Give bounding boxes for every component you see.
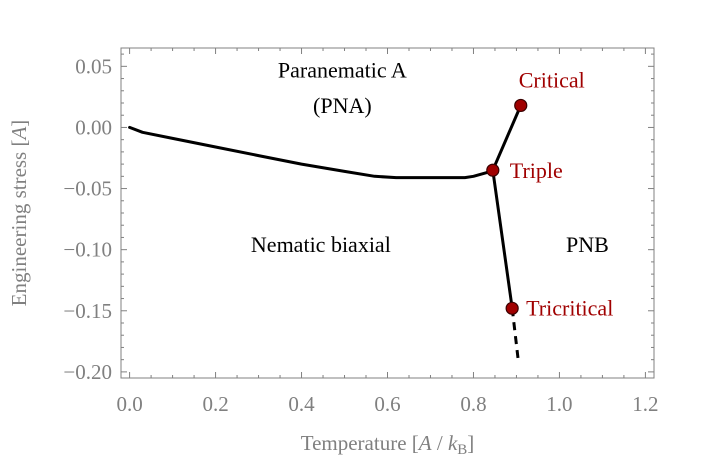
phase-boundary-line <box>491 103 523 172</box>
region-label: Paranematic A <box>278 57 407 82</box>
region-label: (PNA) <box>313 93 372 118</box>
phase-boundary-line <box>128 125 495 180</box>
y-tick-label: 0.00 <box>75 115 112 139</box>
special-points: Critical Triple Tricritical <box>486 67 613 320</box>
axis-tick-labels: 0.0 0.2 0.4 0.6 0.8 1.0 1.2 0.05 0.00 −0.05 −0.10 −… <box>63 54 658 416</box>
y-axis-title: Engineering stress [A] <box>7 120 31 307</box>
x-axis-title: Temperature [A / kB] <box>301 431 475 458</box>
region-labels: Paranematic A (PNA) Nematic biaxial PNB <box>251 57 609 257</box>
phase-boundaries <box>128 103 523 364</box>
tricritical-point-marker <box>505 301 519 315</box>
triple-point-label: Triple <box>510 158 563 183</box>
y-tick-label: −0.05 <box>63 177 112 201</box>
region-label: Nematic biaxial <box>251 232 391 257</box>
x-tick-label: 0.2 <box>202 392 228 416</box>
triple-point-marker <box>486 163 500 177</box>
tricritical-point-label: Tricritical <box>526 295 613 320</box>
x-tick-label: 1.0 <box>546 392 572 416</box>
y-tick-label: −0.15 <box>63 299 112 323</box>
phase-boundary-dashed <box>510 308 521 364</box>
y-tick-label: 0.05 <box>75 54 112 78</box>
y-tick-label: −0.10 <box>63 238 112 262</box>
critical-point-marker <box>514 98 528 113</box>
x-tick-label: 0.6 <box>374 392 400 416</box>
x-tick-label: 0.0 <box>116 392 142 416</box>
critical-point-label: Critical <box>519 67 585 92</box>
x-tick-label: 0.8 <box>460 392 486 416</box>
plot-frame <box>120 47 655 379</box>
phase-boundary-line <box>491 168 514 310</box>
y-tick-label: −0.20 <box>63 360 112 384</box>
x-tick-label: 1.2 <box>632 392 658 416</box>
region-label: PNB <box>566 232 609 257</box>
x-tick-label: 0.4 <box>288 392 315 416</box>
axis-ticks <box>121 48 654 378</box>
